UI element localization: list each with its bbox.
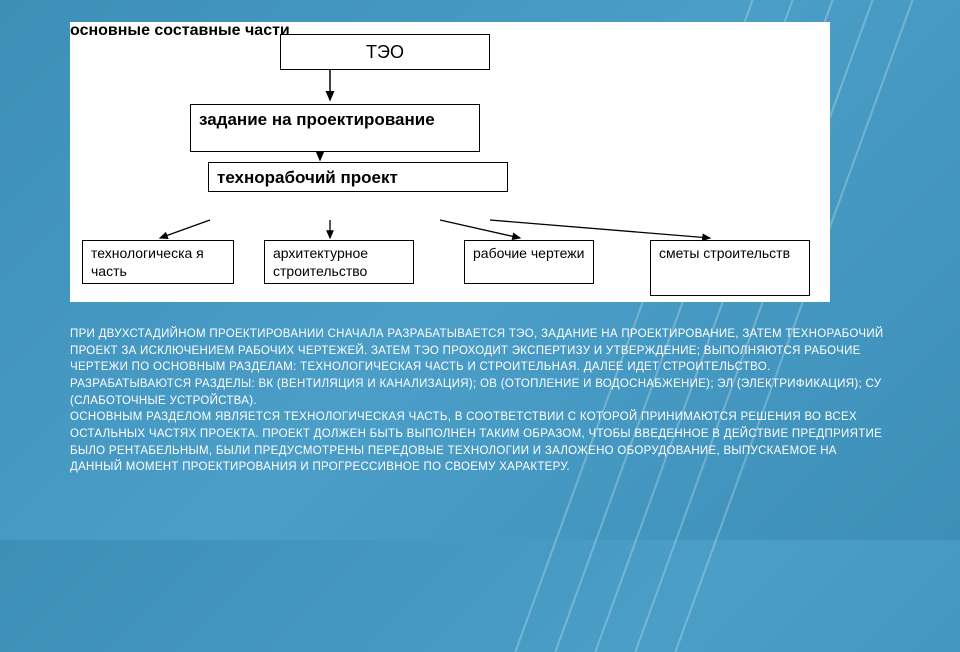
node-techpart: технологическа я часть [82,240,234,284]
slide-content: ТЭО задание на проектирование технорабоч… [0,0,960,476]
node-tehno: технорабочий проект [208,162,508,192]
description-paragraph: ПРИ ДВУХСТАДИЙНОМ ПРОЕКТИРОВАНИИ СНАЧАЛА… [70,326,890,476]
node-rabchert: рабочие чертежи [464,240,594,284]
node-smety: сметы строительств [650,240,810,296]
node-arch: архитектурное строительство [264,240,414,284]
node-teo: ТЭО [280,34,490,70]
flowchart: ТЭО задание на проектирование технорабоч… [70,22,830,302]
node-zadanie: задание на проектирование [190,104,480,152]
